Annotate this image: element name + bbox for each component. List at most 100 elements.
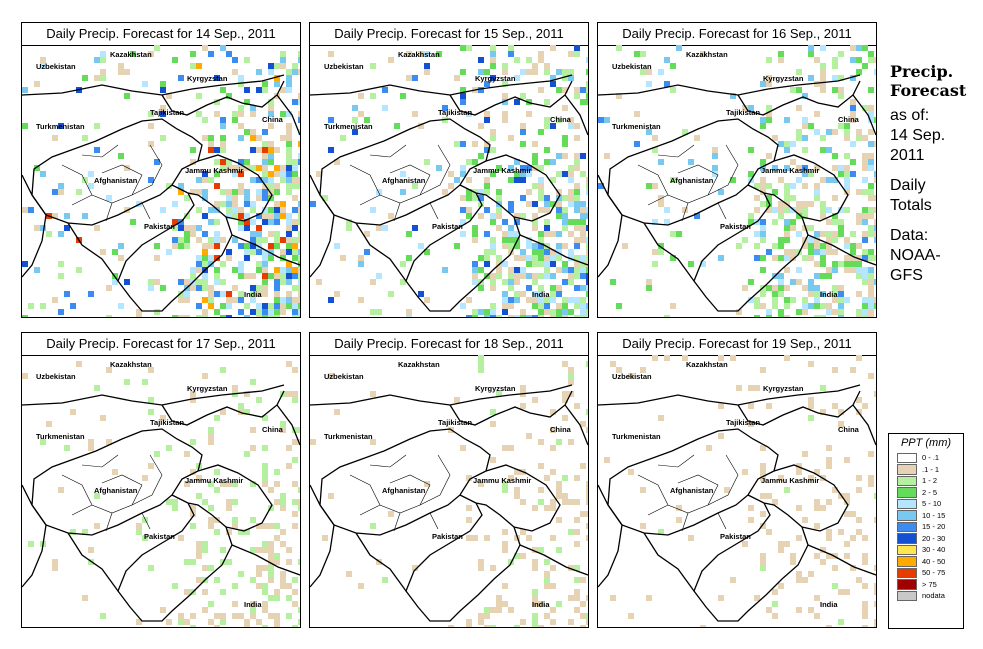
precip-cell <box>538 51 544 57</box>
precip-cell <box>562 213 568 219</box>
precip-cell <box>208 135 214 141</box>
precip-cell <box>298 237 300 243</box>
precip-cell <box>772 297 778 303</box>
precip-cell <box>502 309 508 315</box>
precip-cell <box>832 367 838 373</box>
precip-cell <box>232 285 238 291</box>
precip-cell <box>562 135 568 141</box>
precip-cell <box>766 315 772 317</box>
precip-cell <box>106 439 112 445</box>
legend-swatch <box>897 579 917 590</box>
precip-cell <box>460 171 466 177</box>
precip-cell <box>778 255 784 261</box>
precip-cell <box>862 601 868 607</box>
precip-cell <box>676 505 682 511</box>
precip-cell <box>718 403 724 409</box>
precip-cell <box>232 523 238 529</box>
precip-cell <box>178 243 184 249</box>
precip-cell <box>268 553 274 559</box>
precip-cell <box>844 189 850 195</box>
precip-cell <box>202 297 208 303</box>
precip-cell <box>298 117 300 123</box>
precip-cell <box>178 237 184 243</box>
precip-cell <box>568 171 574 177</box>
precip-cell <box>214 183 220 189</box>
precip-cell <box>292 225 298 231</box>
precip-cell <box>796 231 802 237</box>
precip-cell <box>850 367 856 373</box>
precip-cell <box>466 475 472 481</box>
precip-cell <box>460 141 466 147</box>
precip-cell <box>562 297 568 303</box>
precip-cell <box>460 87 466 93</box>
precip-cell <box>532 213 538 219</box>
legend-label: 30 - 40 <box>922 545 946 555</box>
precip-cell <box>346 225 352 231</box>
precip-cell <box>370 207 376 213</box>
precip-cell <box>262 207 268 213</box>
precip-cell <box>520 315 526 317</box>
precip-cell <box>844 493 850 499</box>
precip-cell <box>760 267 766 273</box>
precip-cell <box>154 451 160 457</box>
precip-cell <box>550 315 556 317</box>
precip-cell <box>160 415 166 421</box>
map-label-uzbekistan: Uzbekistan <box>36 62 76 71</box>
precip-cell <box>640 367 646 373</box>
precip-cell <box>466 207 472 213</box>
precip-cell <box>298 291 300 297</box>
precip-cell <box>586 93 588 99</box>
precip-cell <box>874 141 876 147</box>
precip-cell <box>196 237 202 243</box>
precip-cell <box>490 51 496 57</box>
precip-cell <box>148 565 154 571</box>
precip-cell <box>826 177 832 183</box>
precip-cell <box>850 231 856 237</box>
precip-cell <box>214 625 220 627</box>
precip-cell <box>502 261 508 267</box>
precip-cell <box>232 69 238 75</box>
precip-cell <box>238 159 244 165</box>
precip-cell <box>262 463 268 469</box>
precip-cell <box>526 297 532 303</box>
precip-cell <box>760 165 766 171</box>
precip-cell <box>274 279 280 285</box>
precip-cell <box>760 445 766 451</box>
precip-cell <box>778 291 784 297</box>
precip-cell <box>538 177 544 183</box>
precip-cell <box>514 243 520 249</box>
precip-cell <box>754 595 760 601</box>
precip-cell <box>208 523 214 529</box>
precip-cell <box>802 123 808 129</box>
precip-cell <box>214 613 220 619</box>
map-label-tajikistan: Tajikistan <box>438 418 472 427</box>
precip-cell <box>532 303 538 309</box>
precip-cell <box>814 291 820 297</box>
precip-cell <box>292 625 298 627</box>
precip-cell <box>208 177 214 183</box>
precip-cell <box>196 553 202 559</box>
precip-cell <box>568 499 574 505</box>
precip-cell <box>250 243 256 249</box>
precip-cell <box>832 309 838 315</box>
precip-cell <box>688 261 694 267</box>
precip-cell <box>760 225 766 231</box>
precip-cell <box>760 291 766 297</box>
precip-cell <box>490 315 496 317</box>
precip-cell <box>874 117 876 123</box>
precip-cell <box>586 273 588 279</box>
map-label-turkmenistan: Turkmenistan <box>324 432 373 441</box>
precip-cell <box>256 195 262 201</box>
precip-cell <box>784 237 790 243</box>
precip-cell <box>796 177 802 183</box>
precip-cell <box>292 577 298 583</box>
panel-title: Daily Precip. Forecast for 19 Sep., 2011 <box>598 333 876 356</box>
precip-cell <box>232 385 238 391</box>
precip-cell <box>748 105 754 111</box>
precip-cell <box>526 433 532 439</box>
precip-cell <box>298 267 300 273</box>
precip-cell <box>94 75 100 81</box>
precip-cell <box>214 201 220 207</box>
precip-cell <box>322 195 328 201</box>
precip-cell <box>574 225 580 231</box>
